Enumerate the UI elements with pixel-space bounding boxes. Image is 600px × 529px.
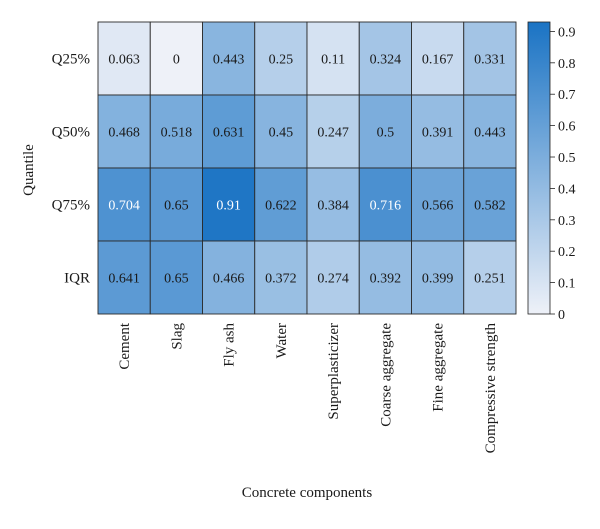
heatmap-cell	[254, 167, 308, 242]
colorbar-tick-label: 0.9	[558, 25, 576, 40]
x-tick-label: Coarse aggregate	[378, 323, 394, 427]
heatmap-cell	[202, 21, 256, 96]
heatmap-cell-label: 0.392	[370, 272, 402, 287]
heatmap-cell	[149, 94, 203, 169]
heatmap-cell-label: 0.443	[474, 126, 506, 141]
x-tick-label: Superplasticizer	[326, 323, 342, 420]
heatmap-cell-label: 0.331	[474, 53, 506, 68]
x-axis-label: Concrete components	[242, 485, 373, 501]
heatmap-cell	[97, 21, 151, 96]
heatmap-cell-label: 0.274	[317, 272, 349, 287]
heatmap-cell	[463, 240, 517, 315]
colorbar-tick-label: 0.7	[558, 88, 576, 103]
heatmap-cell	[463, 94, 517, 169]
heatmap-cell	[358, 21, 412, 96]
heatmap-cell-label: 0.372	[265, 272, 297, 287]
y-tick-label: IQR	[64, 271, 90, 287]
x-tick-label: Fly ash	[222, 323, 238, 367]
heatmap-cell-label: 0.11	[321, 53, 345, 68]
colorbar-ticks: 0 0.1 0.2 0.3 0.4 0.5 0.6 0.7 0.8 0.9	[550, 25, 576, 323]
heatmap-cell-label: 0.518	[161, 126, 193, 141]
heatmap-cell	[254, 94, 308, 169]
heatmap-cell	[97, 167, 151, 242]
x-tick-labels: Cement Slag Fly ash Water Superplasticizer Co…	[117, 322, 499, 453]
heatmap-cell-label: 0.631	[213, 126, 245, 141]
heatmap-cell	[254, 21, 308, 96]
colorbar-tick-label: 0.4	[558, 182, 576, 197]
heatmap-cell-labels: 0.063 0 0.443 0.25 0.11 0.324 0.167 0.331 0.468 0…	[108, 53, 505, 287]
heatmap-cell	[149, 21, 203, 96]
heatmap-cell	[358, 167, 412, 242]
heatmap-cell-label: 0.65	[164, 272, 189, 287]
heatmap-cell-label: 0.641	[108, 272, 140, 287]
heatmap-cell-label: 0.622	[265, 199, 297, 214]
x-tick-label: Fine aggregate	[431, 323, 447, 412]
colorbar-tick-label: 0.6	[558, 120, 576, 135]
heatmap-cell	[254, 240, 308, 315]
heatmap-cell	[306, 240, 360, 315]
heatmap-cell-label: 0.91	[216, 199, 241, 214]
y-tick-label: Q25%	[52, 52, 90, 68]
heatmap-cell	[97, 240, 151, 315]
colorbar-tick-label: 0.8	[558, 57, 576, 72]
heatmap-cell-label: 0.566	[422, 199, 454, 214]
heatmap-cell-label: 0.399	[422, 272, 454, 287]
colorbar-tick-label: 0.5	[558, 151, 576, 166]
heatmap-cell-label: 0.716	[370, 199, 402, 214]
y-tick-label: Q75%	[52, 198, 90, 214]
y-tick-labels: Q25% Q50% Q75% IQR	[52, 52, 90, 287]
heatmap-cell-label: 0.443	[213, 53, 245, 68]
heatmap-cell-label: 0.25	[269, 53, 294, 68]
heatmap-cell-label: 0.063	[108, 53, 140, 68]
colorbar	[527, 21, 551, 315]
heatmap-cell-label: 0.582	[474, 199, 506, 214]
x-tick-label: Compressive strength	[483, 323, 499, 454]
heatmap-cell	[411, 240, 465, 315]
heatmap-cell-label: 0.391	[422, 126, 454, 141]
heatmap-cell	[306, 167, 360, 242]
y-axis-label: Quantile	[21, 144, 37, 196]
x-tick-label: Cement	[117, 322, 133, 369]
heatmap-cell-label: 0.251	[474, 272, 506, 287]
heatmap-cells	[97, 21, 517, 315]
heatmap-cell-label: 0.5	[377, 126, 395, 141]
colorbar-tick-label: 0.2	[558, 245, 576, 260]
heatmap-cell	[358, 94, 412, 169]
heatmap-cell-label: 0.247	[317, 126, 349, 141]
heatmap-cell-label: 0.324	[370, 53, 402, 68]
heatmap-cell-label: 0.704	[108, 199, 140, 214]
y-tick-label: Q50%	[52, 125, 90, 141]
colorbar-tick-label: 0.3	[558, 214, 576, 229]
heatmap-cell	[463, 21, 517, 96]
x-tick-label: Water	[274, 323, 290, 358]
heatmap-cell-label: 0.384	[317, 199, 349, 214]
colorbar-tick-label: 0	[558, 308, 565, 323]
heatmap-cell	[202, 240, 256, 315]
heatmap-cell	[202, 167, 256, 242]
heatmap-cell-label: 0.45	[269, 126, 294, 141]
heatmap-cell-label: 0.468	[108, 126, 140, 141]
heatmap-cell	[463, 167, 517, 242]
heatmap-cell	[149, 167, 203, 242]
heatmap-cell-label: 0.65	[164, 199, 189, 214]
x-tick-label: Slag	[169, 323, 185, 350]
colorbar-tick-label: 0.1	[558, 277, 576, 292]
heatmap-cell-label: 0	[173, 53, 180, 68]
heatmap-cell-label: 0.167	[422, 53, 454, 68]
heatmap-cell	[411, 167, 465, 242]
heatmap-cell-label: 0.466	[213, 272, 245, 287]
